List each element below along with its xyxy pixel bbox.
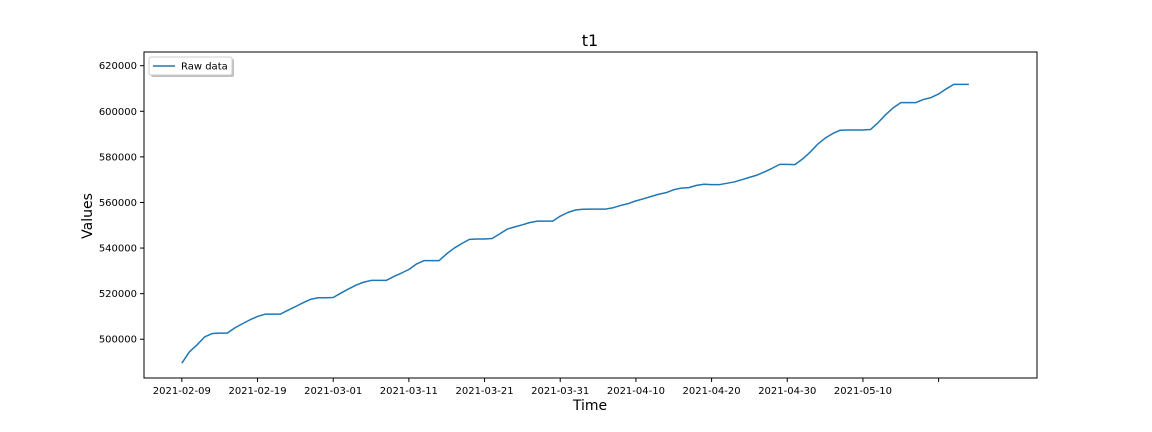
x-tick-label: 2021-03-31 [531, 386, 589, 397]
legend-label-raw-data: Raw data [181, 62, 228, 73]
legend-box [148, 56, 233, 76]
series-line-raw-data [181, 83, 969, 364]
x-tick-label: 2021-02-19 [228, 386, 286, 397]
y-tick-label: 600000 [99, 107, 137, 118]
x-tick-label: 2021-04-20 [683, 386, 741, 397]
y-tick-label: 500000 [99, 335, 137, 346]
x-axis-title: Time [572, 398, 607, 414]
legend: Raw data [148, 56, 234, 77]
y-tick-label: 520000 [99, 289, 137, 300]
x-tick-label: 2021-02-09 [153, 386, 211, 397]
x-tick-label: 2021-03-01 [304, 386, 362, 397]
x-tick-label: 2021-05-10 [834, 386, 892, 397]
y-tick-label: 620000 [99, 61, 137, 72]
plot-area [144, 52, 1037, 378]
x-tick-label: 2021-03-11 [380, 386, 438, 397]
y-tick-label: 540000 [99, 244, 137, 255]
chart-title: t1 [582, 31, 598, 50]
x-tick-label: 2021-04-30 [758, 386, 816, 397]
x-tick-label: 2021-03-21 [455, 386, 513, 397]
y-tick-label: 560000 [99, 198, 137, 209]
series-layer [181, 83, 969, 364]
x-tick-label: 2021-04-10 [607, 386, 665, 397]
y-axis: 500000 520000 540000 560000 580000 600000 6200… [99, 61, 144, 346]
y-tick-label: 580000 [99, 152, 137, 163]
plot-frame [143, 51, 1038, 379]
y-axis-title: Values [80, 193, 96, 239]
x-axis: 2021-02-09 2021-02-19 2021-03-01 2021-03-11… [153, 378, 940, 397]
